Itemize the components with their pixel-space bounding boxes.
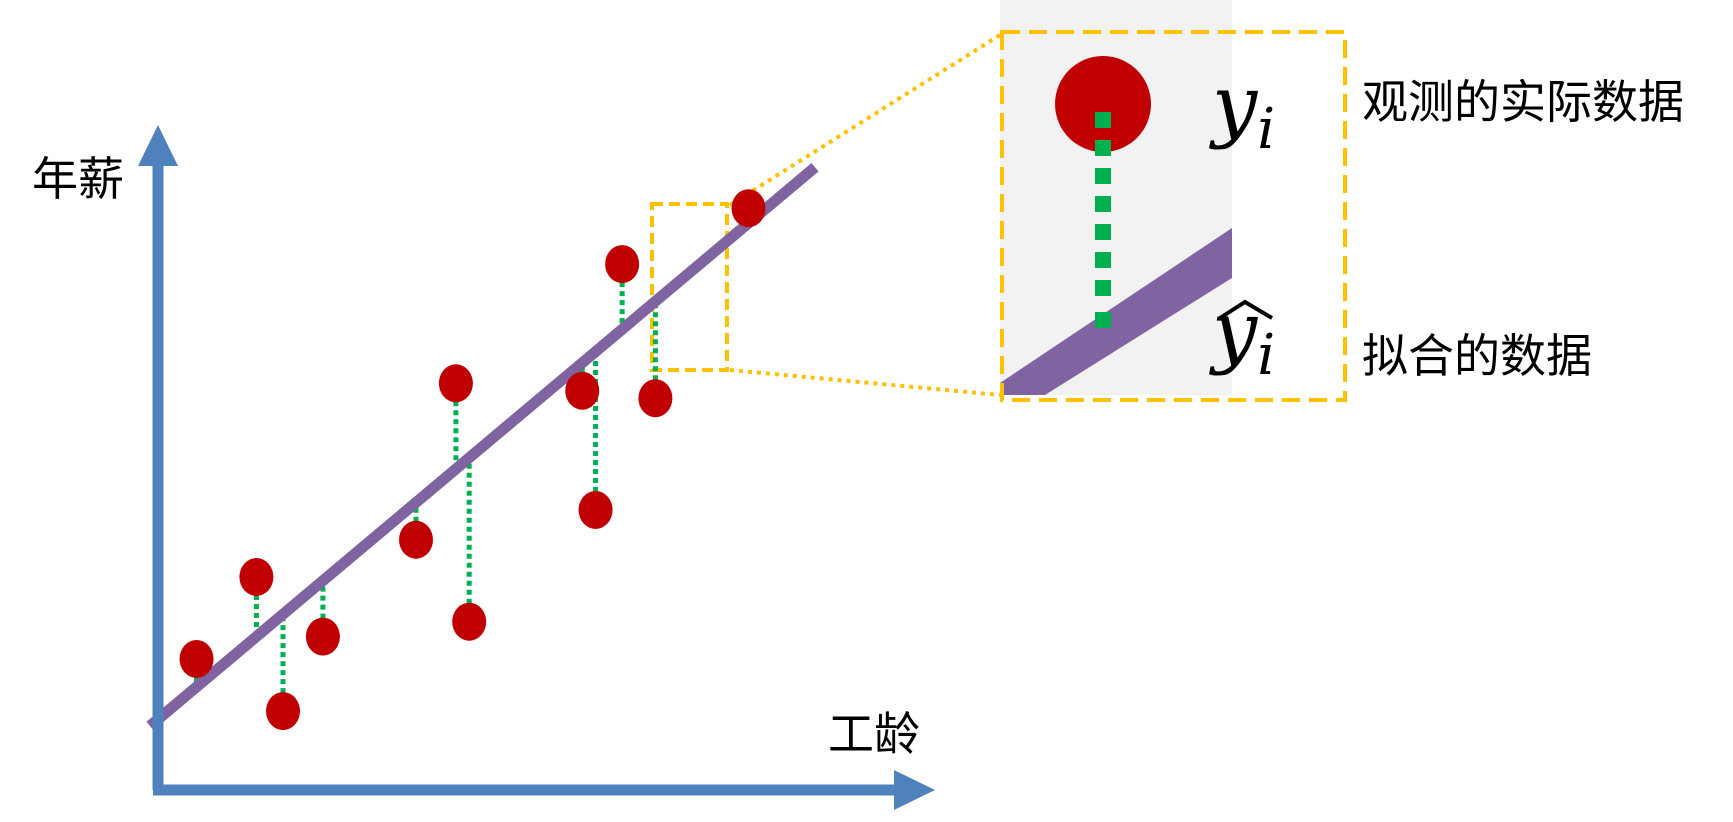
fitted-description: 拟合的数据 <box>1362 329 1592 383</box>
zoom-fit-line <box>1000 228 1232 395</box>
x-axis-arrow <box>894 770 935 810</box>
zoom-panel <box>1000 56 1232 395</box>
observed-point <box>399 520 433 559</box>
zoom-residual-dash <box>1095 112 1111 128</box>
y-axis-arrow <box>138 125 178 166</box>
fitted-symbol-y: y <box>1209 284 1259 377</box>
fitted-symbol-text: yi <box>1209 284 1275 388</box>
zoom-residual-dash <box>1095 140 1111 156</box>
zoom-connector-bottom <box>729 368 1001 397</box>
observed-points <box>179 189 766 731</box>
observed-point <box>565 371 600 410</box>
observed-description: 观测的实际数据 <box>1362 75 1684 129</box>
observed-point <box>731 189 766 228</box>
zoom-residual-dash <box>1095 168 1111 184</box>
fit-line <box>146 163 819 731</box>
zoom-residual-dash <box>1095 280 1111 296</box>
observed-point <box>239 558 274 596</box>
fitted-symbol-subscript: i <box>1257 323 1275 388</box>
observed-symbol-subscript: i <box>1257 97 1275 162</box>
observed-symbol-y: y <box>1209 58 1259 151</box>
zoom-box-border <box>1000 30 1347 402</box>
observed-point <box>266 692 300 731</box>
zoom-observed-point <box>1055 56 1151 152</box>
highlight-box <box>650 202 729 372</box>
observed-point <box>452 602 487 641</box>
observed-point <box>179 639 214 678</box>
observed-point <box>305 617 340 656</box>
zoom-residual-dash <box>1095 224 1111 240</box>
observed-symbol: yi <box>1209 58 1275 162</box>
fitted-symbol: yi <box>1209 284 1275 388</box>
zoom-residual-dash <box>1095 312 1111 328</box>
y-axis-label: 年薪 <box>32 152 124 206</box>
highlighted-observed-point <box>605 245 640 284</box>
axes <box>138 125 935 810</box>
zoom-residual-dash <box>1095 196 1111 212</box>
zoom-connector-top <box>728 33 1002 207</box>
zoom-residual-line <box>1095 112 1111 328</box>
observed-point <box>578 490 613 529</box>
x-axis-label: 工龄 <box>828 707 920 761</box>
hat-icon <box>1218 299 1274 320</box>
zoom-residual-dash <box>1095 252 1111 268</box>
observed-point <box>638 379 673 418</box>
observed-point <box>438 364 473 403</box>
